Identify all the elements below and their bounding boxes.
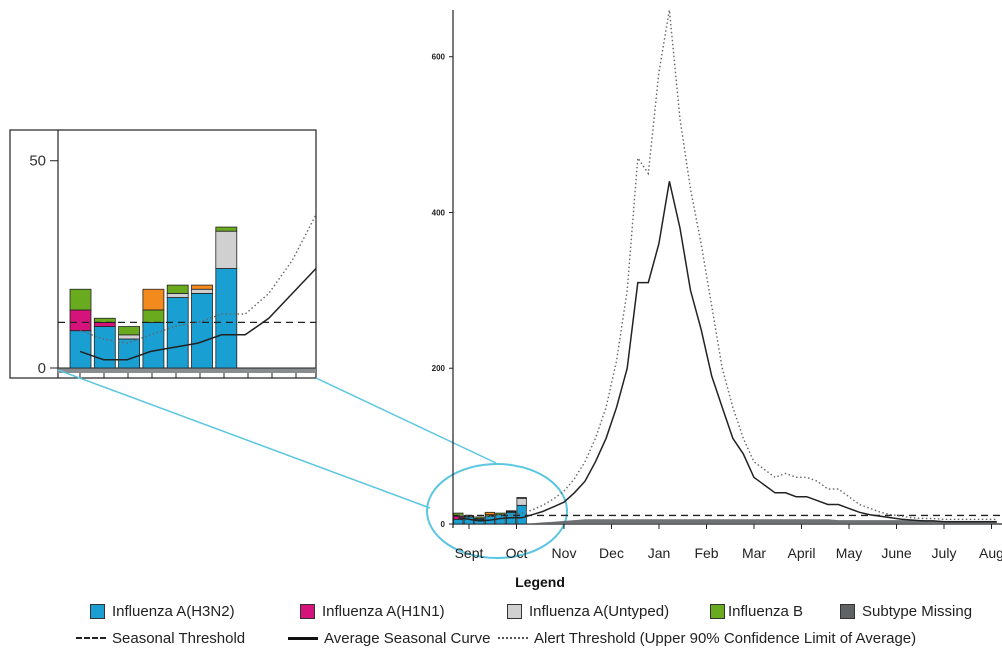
main-x-tick-label-7: April bbox=[787, 545, 815, 561]
main-chart: 0 200 400 600 Sept Oct Nov Dec Jan Feb Mar April May… bbox=[432, 9, 1002, 561]
legend-item-h3n2: Influenza A(H3N2) bbox=[90, 600, 235, 622]
main-bar-6-s2 bbox=[516, 497, 527, 506]
main-x-tick-label-3: Dec bbox=[599, 545, 624, 561]
legend-label-alert-threshold: Alert Threshold (Upper 90% Confidence Li… bbox=[534, 629, 917, 647]
main-bar-6-s0 bbox=[516, 504, 527, 525]
inset-bar-4-s0 bbox=[166, 297, 189, 369]
main-y-tick-label-3: 600 bbox=[432, 53, 446, 62]
main-bar-4-s3 bbox=[495, 512, 506, 516]
inset-bar-4-s3 bbox=[166, 284, 189, 294]
inset-bar-6-s2 bbox=[215, 230, 238, 269]
legend-swatch-flu-b bbox=[710, 603, 725, 619]
main-x-tick-label-11: Aug bbox=[979, 545, 1002, 561]
inset-bar-2-s0 bbox=[118, 338, 140, 369]
main-subtype-missing-area bbox=[458, 519, 997, 524]
legend: Legend Influenza A(H3N2) Influenza A(H1N… bbox=[0, 572, 1002, 648]
inset-bar-3-s4 bbox=[142, 288, 165, 311]
inset-bar-6-s0 bbox=[215, 268, 238, 369]
main-y-tick-label-2: 400 bbox=[432, 208, 446, 217]
legend-label-h3n2: Influenza A(H3N2) bbox=[112, 602, 235, 620]
inset-bar-5-s4 bbox=[191, 284, 213, 290]
legend-swatch-subtype-missing bbox=[840, 603, 855, 619]
zoom-connector-lower bbox=[57, 369, 431, 509]
legend-row-lines: Seasonal Threshold Average Seasonal Curv… bbox=[0, 627, 1002, 649]
main-x-tick-label-1: Oct bbox=[506, 545, 528, 561]
main-bar-0-s0 bbox=[453, 518, 464, 525]
legend-line-solid bbox=[288, 636, 318, 640]
inset-bar-2-s2 bbox=[118, 334, 140, 340]
legend-line-dotted bbox=[498, 637, 528, 639]
legend-item-h1n1: Influenza A(H1N1) bbox=[300, 600, 445, 622]
main-bar-3-s4 bbox=[484, 511, 496, 516]
main-bar-0-s3 bbox=[453, 512, 464, 517]
main-average-curve-line bbox=[458, 181, 997, 523]
legend-item-alert-threshold: Alert Threshold (Upper 90% Confidence Li… bbox=[498, 627, 916, 649]
inset-bar-1-s0 bbox=[93, 326, 116, 369]
zoom-ellipse bbox=[426, 463, 568, 559]
inset-chart: 0 50 bbox=[9, 129, 317, 379]
main-x-tick-label-5: Feb bbox=[694, 545, 718, 561]
legend-swatch-untyped bbox=[507, 603, 522, 619]
legend-label-subtype-missing: Subtype Missing bbox=[862, 602, 973, 620]
legend-label-flu-b: Influenza B bbox=[728, 602, 804, 620]
main-y-tick-label-1: 200 bbox=[432, 364, 446, 373]
main-alert-threshold-line bbox=[458, 9, 997, 520]
inset-bar-1-s3 bbox=[93, 317, 116, 323]
inset-alert-threshold-line bbox=[79, 214, 317, 344]
legend-item-subtype-missing: Subtype Missing bbox=[840, 600, 972, 622]
main-x-tick-label-4: Jan bbox=[648, 545, 671, 561]
legend-item-untyped: Influenza A(Untyped) bbox=[507, 600, 669, 622]
main-x-tick-label-2: Nov bbox=[552, 545, 577, 561]
inset-subtype-missing-strip bbox=[58, 368, 316, 373]
inset-y-tick-label-0: 0 bbox=[38, 360, 46, 377]
main-x-tick-label-10: July bbox=[932, 545, 957, 561]
main-x-tick-label-9: June bbox=[881, 545, 912, 561]
main-x-tick-label-8: May bbox=[836, 545, 862, 561]
zoom-connector-upper bbox=[315, 377, 497, 464]
inset-bar-0-s3 bbox=[69, 288, 92, 311]
main-bar-6-s3 bbox=[516, 497, 527, 499]
inset-bar-6-s3 bbox=[215, 226, 238, 232]
main-x-tick-label-0: Sept bbox=[455, 545, 484, 561]
inset-bar-5-s0 bbox=[191, 292, 213, 369]
inset-bar-4-s2 bbox=[166, 292, 189, 298]
inset-bar-0-s0 bbox=[69, 330, 92, 369]
main-x-tick-label-6: Mar bbox=[742, 545, 766, 561]
inset-average-curve-line bbox=[79, 267, 317, 361]
legend-item-average-curve: Average Seasonal Curve bbox=[288, 627, 491, 649]
legend-swatch-h3n2 bbox=[90, 603, 105, 619]
inset-bar-3-s0 bbox=[142, 321, 165, 369]
inset-bar-3-s3 bbox=[142, 309, 165, 323]
legend-label-average-curve: Average Seasonal Curve bbox=[324, 629, 491, 647]
zoom-callout bbox=[57, 369, 568, 559]
legend-label-untyped: Influenza A(Untyped) bbox=[529, 602, 670, 620]
legend-item-seasonal-threshold: Seasonal Threshold bbox=[76, 627, 245, 649]
inset-y-tick-label-1: 50 bbox=[29, 153, 46, 170]
legend-title: Legend bbox=[515, 574, 565, 590]
legend-swatch-h1n1 bbox=[300, 603, 315, 619]
legend-label-h1n1: Influenza A(H1N1) bbox=[322, 602, 445, 620]
legend-item-flu-b: Influenza B bbox=[710, 600, 803, 622]
main-y-tick-label-0: 0 bbox=[441, 520, 446, 529]
main-bar-5-s4 bbox=[505, 510, 517, 512]
legend-line-dashed bbox=[76, 637, 106, 639]
inset-bar-0-s1 bbox=[69, 309, 92, 332]
legend-label-seasonal-threshold: Seasonal Threshold bbox=[112, 629, 246, 647]
inset-bar-5-s2 bbox=[191, 288, 213, 294]
inset-bar-2-s3 bbox=[118, 326, 140, 336]
influenza-chart: 0 50 0 200 400 600 Sept Oct Nov Dec Jan Feb Mar Apri… bbox=[9, 9, 1002, 561]
legend-row-series: Influenza A(H3N2) Influenza A(H1N1) Infl… bbox=[0, 600, 1002, 622]
